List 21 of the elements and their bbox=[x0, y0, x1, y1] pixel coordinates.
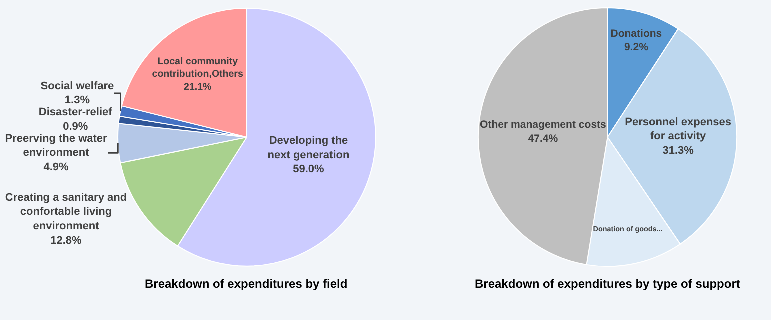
data-label: 47.4% bbox=[528, 132, 559, 145]
slice-label: Preerving the water environment bbox=[5, 132, 108, 160]
slice-label: Personnel expenses for activity bbox=[625, 116, 732, 143]
data-label: 59.0% bbox=[293, 164, 325, 176]
data-label: 12.8% bbox=[50, 234, 82, 247]
data-label: 1.3% bbox=[64, 94, 90, 107]
text: Breakdown of expenditures by type of support bbox=[475, 277, 740, 291]
slice-label: Donation of goods... bbox=[593, 224, 663, 234]
slice-label: Disaster-relief bbox=[38, 106, 113, 119]
data-label: 21.1% bbox=[184, 82, 212, 93]
slice-label: Developing the next generation bbox=[268, 135, 350, 162]
slice-label: Donations bbox=[610, 28, 662, 40]
slice-label: Local community contribution,Others bbox=[152, 56, 244, 80]
data-label: 31.3% bbox=[662, 144, 694, 157]
text: Breakdown of expenditures by field bbox=[145, 277, 348, 291]
slice-label: Social welfare bbox=[40, 80, 114, 92]
data-label: 0.9% bbox=[63, 120, 88, 133]
slice-label: Other management costs bbox=[480, 119, 607, 132]
data-label: 9.2% bbox=[624, 42, 650, 54]
data-label: 4.9% bbox=[44, 162, 70, 174]
slice-label: Creating a sanitary and confortable living environment bbox=[5, 192, 128, 232]
